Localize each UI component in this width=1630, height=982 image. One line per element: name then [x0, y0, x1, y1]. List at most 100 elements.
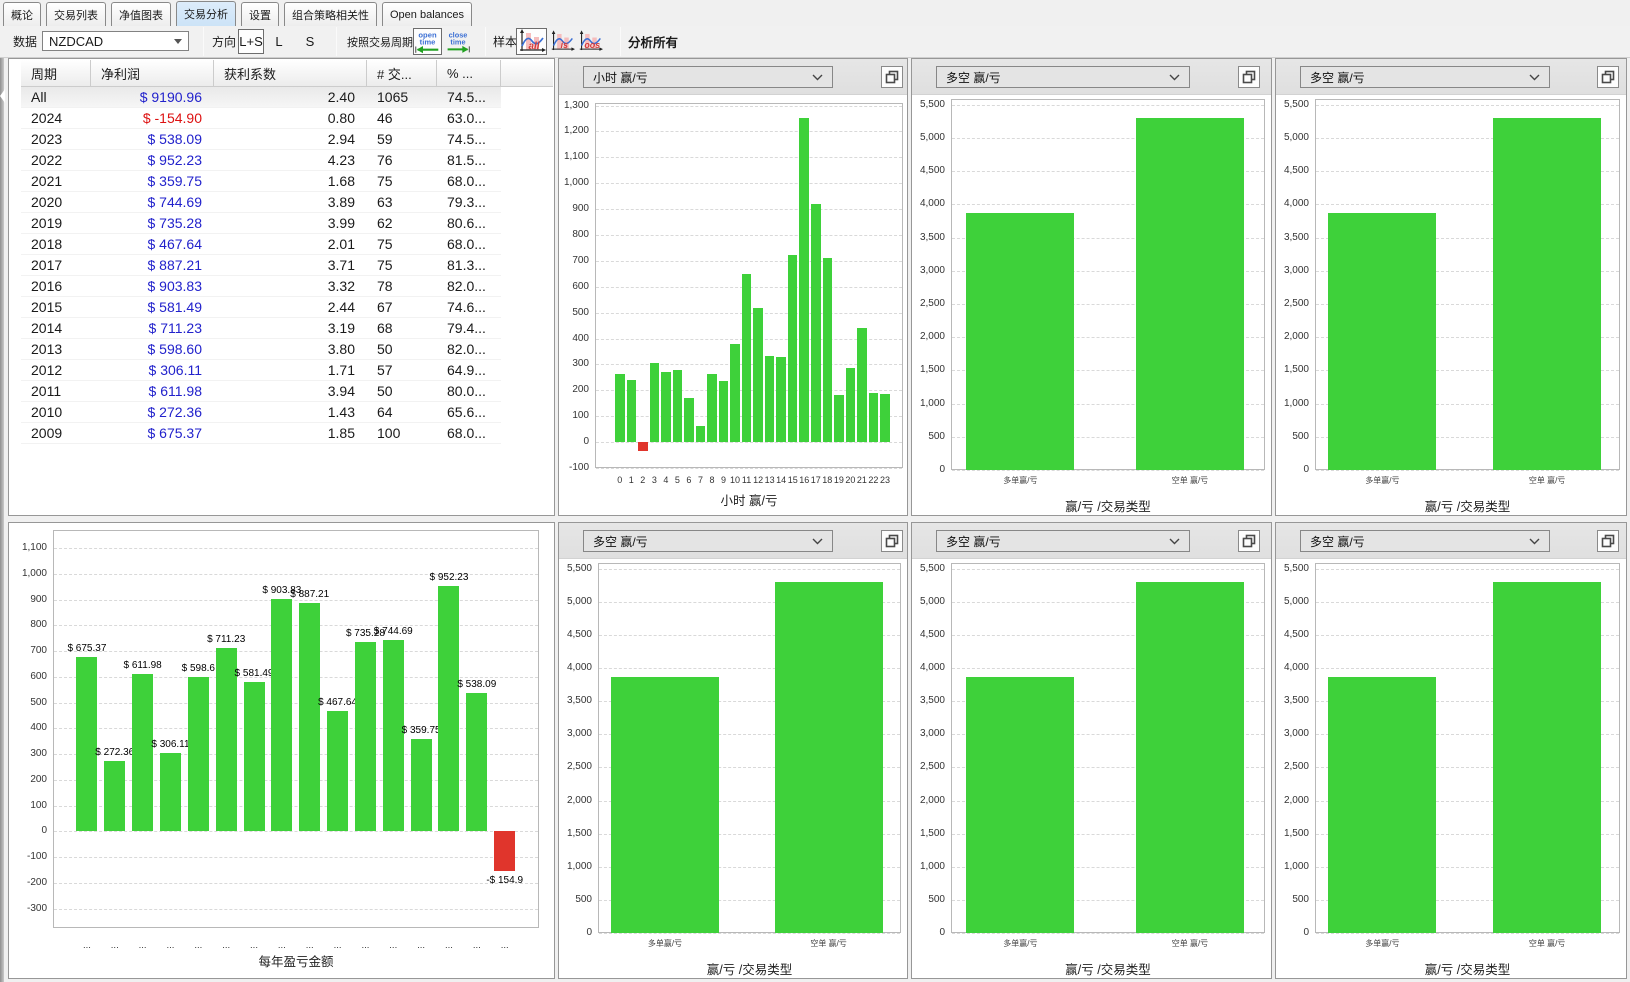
bar	[845, 367, 856, 443]
x-tick-label: 9	[721, 475, 727, 485]
y-tick-label: 0	[939, 464, 945, 475]
panel-period-table: 周期 净利润 获利系数 # 交...% ... All $ 9190.96 2.40 106…	[8, 58, 555, 516]
direction-button-L+S[interactable]: L+S	[238, 29, 264, 54]
table-row-2012[interactable]: 2012 $ 306.11 1.71 57 64.9...	[21, 360, 501, 381]
gridline	[952, 635, 1264, 636]
cell: 81.5...	[447, 152, 486, 168]
table-row-2019[interactable]: 2019 $ 735.28 3.99 62 80.6...	[21, 213, 501, 234]
sample-all-button[interactable]: all	[516, 28, 547, 55]
table-row-2013[interactable]: 2013 $ 598.60 3.80 50 82.0...	[21, 339, 501, 360]
bar-value-label: $ 735.28	[345, 627, 385, 639]
column-header-# 交...[interactable]: # 交...	[367, 60, 437, 86]
chart-type-dropdown[interactable]: 小时 赢/亏	[583, 66, 833, 88]
y-tick-label: 4,000	[566, 662, 592, 673]
x-axis-title: 赢/亏 /交易类型	[1424, 500, 1511, 514]
splitter-collapse-arrow-icon[interactable]	[0, 89, 5, 103]
tab-设置[interactable]: 设置	[241, 2, 279, 26]
gridline	[952, 801, 1264, 802]
y-tick-label: 400	[572, 333, 589, 344]
column-header-获利系数[interactable]: 获利系数	[214, 60, 367, 86]
y-tick-label: 500	[575, 894, 592, 905]
y-tick-label: 1,100	[21, 542, 47, 553]
copy-chart-button[interactable]	[881, 66, 903, 88]
cell: 75	[377, 257, 393, 273]
table-row-2024[interactable]: 2024 $ -154.90 0.80 46 63.0...	[21, 108, 501, 129]
tab-bar: 概论 交易列表 净值图表 交易分析 设置 组合策略相关性 Open balances	[0, 0, 1630, 26]
x-tick-label: 21	[856, 475, 867, 485]
table-row-2023[interactable]: 2023 $ 538.09 2.94 59 74.5...	[21, 129, 501, 150]
x-tick-label: ...	[500, 940, 509, 951]
tab-Open balances[interactable]: Open balances	[382, 2, 472, 26]
copy-chart-button[interactable]	[1597, 66, 1619, 88]
bar-value-label: $ 467.64	[318, 696, 358, 708]
chart-type-dropdown[interactable]: 多空 赢/亏	[583, 530, 833, 552]
chart-type-dropdown[interactable]: 多空 赢/亏	[936, 66, 1190, 88]
window-left-splitter[interactable]	[0, 0, 4, 982]
tab-组合策略相关性[interactable]: 组合策略相关性	[284, 2, 377, 26]
direction-button-L[interactable]: L	[275, 34, 283, 49]
column-header-周期[interactable]: 周期	[21, 60, 91, 86]
copy-chart-button[interactable]	[1238, 530, 1260, 552]
copy-chart-button[interactable]	[1597, 530, 1619, 552]
tab-净值图表[interactable]: 净值图表	[111, 2, 171, 26]
panel-hourly-chart: 小时 赢/亏 -100 0 100 200 300 400 500 600 700 800 900 1…	[558, 58, 908, 516]
bar-value-label: $ 272.36	[95, 747, 135, 759]
analyze-all-label[interactable]: 分析所有	[628, 36, 679, 50]
y-tick-label: 4,500	[919, 165, 945, 176]
chart-type-dropdown[interactable]: 多空 赢/亏	[1300, 66, 1550, 88]
y-tick-label: 2,500	[919, 298, 945, 309]
copy-chart-button[interactable]	[1238, 66, 1260, 88]
chart-type-dropdown[interactable]: 多空 赢/亏	[936, 530, 1190, 552]
table-row-2017[interactable]: 2017 $ 887.21 3.71 75 81.3...	[21, 255, 501, 276]
tab-交易列表[interactable]: 交易列表	[46, 2, 106, 26]
gridline	[1316, 635, 1619, 636]
table-row-2020[interactable]: 2020 $ 744.69 3.89 63 79.3...	[21, 192, 501, 213]
tab-概论[interactable]: 概论	[3, 2, 41, 26]
table-row-2016[interactable]: 2016 $ 903.83 3.32 78 82.0...	[21, 276, 501, 297]
table-row-2015[interactable]: 2015 $ 581.49 2.44 67 74.6...	[21, 297, 501, 318]
table-row-2018[interactable]: 2018 $ 467.64 2.01 75 68.0...	[21, 234, 501, 255]
table-row-All[interactable]: All $ 9190.96 2.40 1065 74.5...	[21, 87, 501, 108]
x-tick-label: ...	[222, 940, 231, 951]
cell: 2019	[31, 215, 63, 231]
gridline	[1316, 569, 1619, 570]
copy-chart-button[interactable]	[881, 530, 903, 552]
bar	[730, 344, 740, 443]
table-row-2014[interactable]: 2014 $ 711.23 3.19 68 79.4...	[21, 318, 501, 339]
x-tick-label: 10	[730, 475, 741, 485]
column-header-% ...[interactable]: % ...	[437, 60, 501, 86]
direction-button-S[interactable]: S	[305, 34, 315, 49]
column-header-净利润[interactable]: 净利润	[91, 60, 214, 86]
table-row-2022[interactable]: 2022 $ 952.23 4.23 76 81.5...	[21, 150, 501, 171]
bar-value-label: $ 359.75	[401, 724, 441, 736]
gridline	[599, 767, 900, 768]
gridline	[952, 701, 1264, 702]
gridline	[596, 442, 902, 443]
chart-type-dropdown[interactable]: 多空 赢/亏	[1300, 530, 1550, 552]
bar	[76, 657, 98, 832]
tab-交易分析[interactable]: 交易分析	[176, 1, 236, 26]
gridline	[952, 668, 1264, 669]
chart-type-dropdown-value: 多空 赢/亏	[946, 534, 1001, 549]
sample-is-button[interactable]: is	[549, 28, 576, 55]
cell: 64	[377, 404, 393, 420]
table-row-2010[interactable]: 2010 $ 272.36 1.43 64 65.6...	[21, 402, 501, 423]
table-row-2009[interactable]: 2009 $ 675.37 1.85 100 68.0...	[21, 423, 501, 444]
open-time-button[interactable]: open time	[413, 28, 442, 55]
sample-oos-button[interactable]: oos	[577, 28, 604, 55]
y-tick-label: 500	[30, 697, 47, 708]
bar	[707, 373, 717, 443]
y-tick-label: 500	[928, 431, 945, 442]
table-row-2011[interactable]: 2011 $ 611.98 3.94 50 80.0...	[21, 381, 501, 402]
bar	[271, 598, 293, 832]
gridline	[1316, 933, 1619, 934]
table-row-2021[interactable]: 2021 $ 359.75 1.68 75 68.0...	[21, 171, 501, 192]
bar	[132, 673, 154, 832]
symbol-dropdown[interactable]: NZDCAD	[42, 31, 189, 51]
x-tick-label: 多单赢/亏	[1003, 476, 1038, 485]
y-tick-label: 0	[586, 927, 592, 938]
close-time-button[interactable]: close time	[444, 28, 472, 55]
bar-value-label: $ 744.69	[373, 625, 413, 637]
cell: 82.0...	[447, 341, 486, 357]
y-tick-label: -100	[568, 462, 589, 473]
